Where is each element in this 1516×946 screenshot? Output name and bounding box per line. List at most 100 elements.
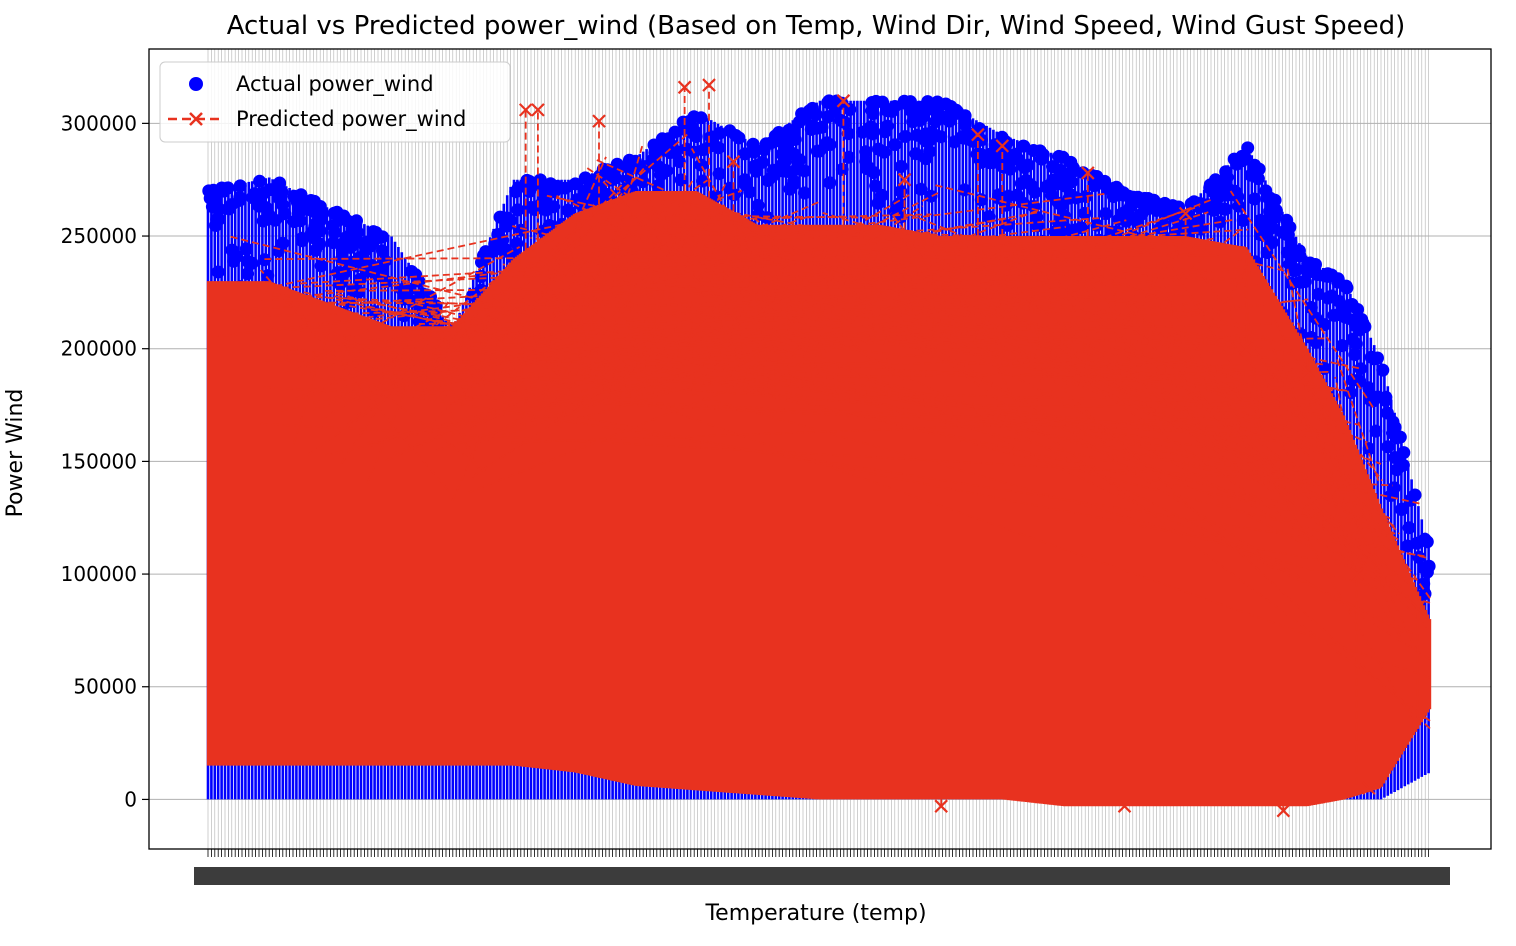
actual-point xyxy=(1207,203,1220,217)
actual-point xyxy=(1395,502,1409,516)
actual-point xyxy=(1362,442,1376,456)
actual-point xyxy=(268,213,282,227)
actual-point xyxy=(766,163,780,177)
actual-point xyxy=(787,125,801,139)
actual-point xyxy=(241,254,255,268)
actual-point xyxy=(785,146,799,160)
actual-point xyxy=(1065,175,1079,189)
actual-point xyxy=(1371,390,1385,404)
actual-point xyxy=(305,198,319,212)
actual-point xyxy=(1275,225,1289,239)
actual-point xyxy=(903,95,917,109)
actual-point xyxy=(1014,177,1028,190)
actual-point xyxy=(871,196,885,210)
actual-point xyxy=(611,158,625,172)
actual-point xyxy=(704,130,718,144)
actual-point xyxy=(327,236,340,250)
actual-point xyxy=(757,143,771,157)
actual-point xyxy=(253,190,267,204)
actual-point xyxy=(659,134,673,148)
actual-point xyxy=(1417,577,1431,591)
actual-point xyxy=(1254,213,1267,227)
actual-point xyxy=(872,142,885,156)
actual-point xyxy=(825,96,839,110)
actual-point xyxy=(1236,213,1250,227)
actual-point xyxy=(898,130,912,143)
y-tick-label: 250000 xyxy=(61,224,137,248)
actual-point xyxy=(1364,350,1378,364)
actual-point xyxy=(211,265,225,279)
actual-point xyxy=(1380,406,1394,420)
predicted-marker xyxy=(726,154,741,169)
actual-point xyxy=(974,193,988,207)
actual-point xyxy=(674,173,688,187)
actual-point xyxy=(1325,289,1339,303)
actual-point xyxy=(357,237,371,251)
predicted-marker xyxy=(1117,799,1132,813)
actual-point xyxy=(1135,207,1149,221)
actual-point xyxy=(1016,139,1030,153)
actual-point xyxy=(499,244,513,258)
actual-point xyxy=(528,203,542,217)
actual-point xyxy=(477,253,491,267)
actual-point xyxy=(544,177,558,191)
actual-point xyxy=(209,219,223,232)
actual-point xyxy=(1386,426,1399,440)
actual-point xyxy=(1106,190,1120,203)
actual-point xyxy=(352,285,366,299)
actual-point xyxy=(924,189,938,203)
x-axis-label: Temperature (temp) xyxy=(704,901,926,926)
actual-point xyxy=(1241,141,1255,155)
actual-point xyxy=(1376,363,1390,377)
actual-point xyxy=(865,96,879,109)
actual-point xyxy=(511,203,525,217)
actual-point xyxy=(332,213,346,227)
actual-point xyxy=(256,214,270,228)
actual-point xyxy=(798,164,811,178)
actual-point xyxy=(1301,265,1315,279)
actual-point xyxy=(1402,521,1416,535)
actual-point xyxy=(1211,191,1225,205)
actual-point xyxy=(295,234,309,248)
actual-point xyxy=(1079,190,1093,203)
legend-label-predicted: Predicted power_wind xyxy=(236,107,466,132)
actual-point xyxy=(688,125,702,139)
y-tick-label: 150000 xyxy=(61,449,137,473)
actual-point xyxy=(925,125,939,139)
actual-point xyxy=(958,183,971,197)
actual-point xyxy=(1265,236,1279,249)
actual-point xyxy=(842,150,856,164)
actual-point xyxy=(1344,386,1358,400)
actual-point xyxy=(1122,208,1136,222)
legend-box xyxy=(159,61,511,143)
actual-point xyxy=(261,269,275,283)
actual-point xyxy=(962,127,976,141)
actual-point xyxy=(869,179,883,193)
actual-point xyxy=(1156,217,1170,231)
actual-point xyxy=(1251,172,1265,186)
actual-point xyxy=(568,177,582,191)
actual-point xyxy=(1266,221,1279,235)
actual-point xyxy=(876,95,889,109)
actual-point xyxy=(810,121,823,135)
actual-point xyxy=(307,231,321,245)
actual-point xyxy=(271,244,285,258)
actual-point xyxy=(654,164,668,178)
actual-point xyxy=(1280,213,1294,227)
actual-point xyxy=(866,107,880,121)
actual-point xyxy=(647,138,661,152)
actual-point xyxy=(239,242,253,256)
actual-point xyxy=(776,130,790,144)
actual-point xyxy=(834,113,848,127)
actual-point xyxy=(821,110,835,124)
actual-point xyxy=(1353,323,1367,337)
actual-point xyxy=(1349,337,1363,351)
actual-point xyxy=(835,162,849,176)
actual-point xyxy=(1027,144,1041,157)
actual-point xyxy=(1403,493,1417,507)
actual-point xyxy=(1064,188,1078,202)
actual-point xyxy=(919,152,933,166)
actual-point xyxy=(775,147,789,161)
actual-point xyxy=(537,187,551,200)
